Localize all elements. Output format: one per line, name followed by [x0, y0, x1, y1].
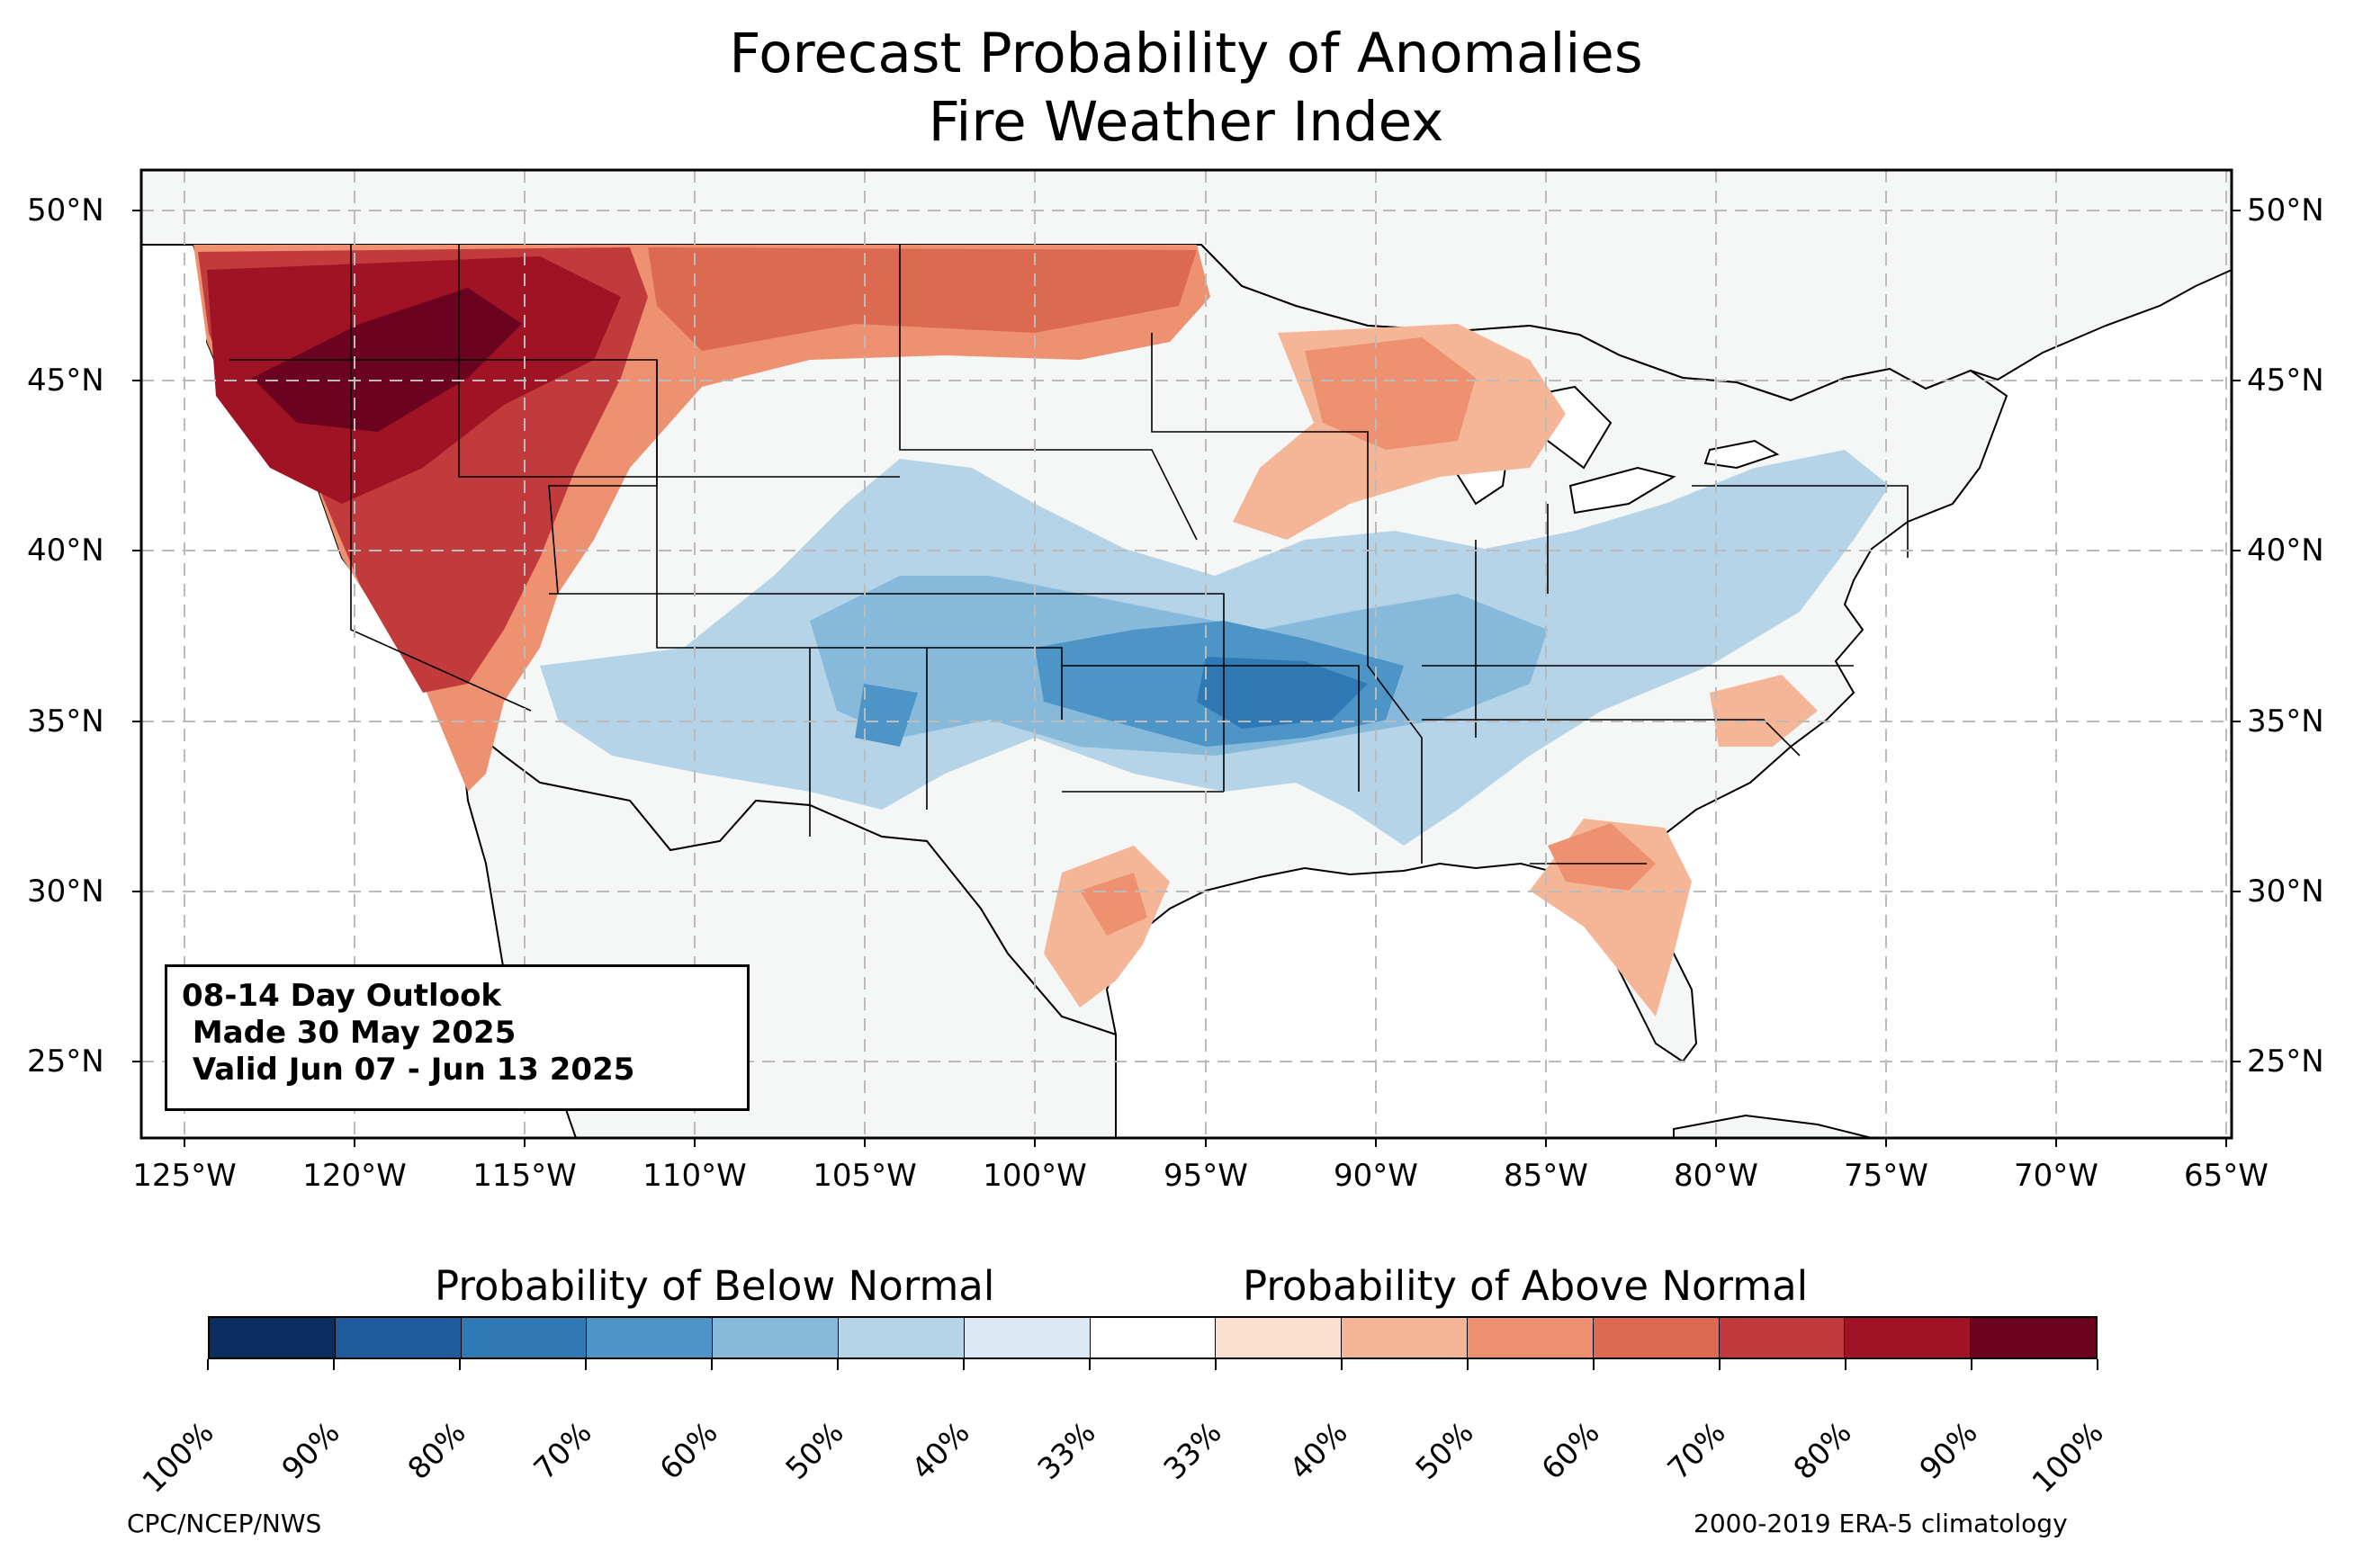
outlook-period: 08-14 Day Outlook: [182, 978, 502, 1014]
lat-label-right-40: 40°N: [2247, 533, 2324, 569]
lon-label-105: 105°W: [813, 1158, 917, 1194]
lon-label-65: 65°W: [2184, 1158, 2269, 1194]
colorbar-tick: [1845, 1359, 1846, 1370]
colorbar-tick: [1719, 1359, 1721, 1370]
colorbar-tick: [1341, 1359, 1343, 1370]
colorbar-tick: [585, 1359, 587, 1370]
lon-label-80: 80°W: [1674, 1158, 1758, 1194]
title-line-1: Forecast Probability of Anomalies: [729, 22, 1643, 85]
lat-label-left-50: 50°N: [27, 193, 104, 228]
colorbar-segment: [1845, 1318, 1972, 1357]
lon-label-115: 115°W: [472, 1158, 577, 1194]
chart-title: Forecast Probability of Anomalies Fire W…: [0, 20, 2372, 157]
colorbar-tick: [1593, 1359, 1595, 1370]
lat-label-left-35: 35°N: [27, 703, 104, 739]
outlook-valid-dates: Valid Jun 07 - Jun 13 2025: [182, 1052, 635, 1088]
colorbar-segment: [1719, 1318, 1846, 1357]
colorbar-tick: [333, 1359, 335, 1370]
colorbar-tick: [1215, 1359, 1217, 1370]
colorbar-segment: [1342, 1318, 1468, 1357]
lat-label-right-35: 35°N: [2247, 703, 2324, 739]
colorbar-segment: [1467, 1318, 1594, 1357]
colorbar-segment: [1593, 1318, 1720, 1357]
colorbar-segment: [713, 1318, 839, 1357]
lon-label-70: 70°W: [2014, 1158, 2098, 1194]
colorbar-segment: [838, 1318, 965, 1357]
colorbar-segment: [335, 1318, 462, 1357]
lat-label-left-25: 25°N: [27, 1044, 104, 1080]
colorbar-tick: [837, 1359, 839, 1370]
colorbar-tick: [963, 1359, 965, 1370]
lon-label-95: 95°W: [1164, 1158, 1248, 1194]
credit-right: 2000-2019 ERA-5 climatology: [1694, 1509, 2068, 1538]
map-frame: [139, 168, 2233, 1140]
colorbar-segment: [210, 1318, 336, 1357]
lat-label-right-45: 45°N: [2247, 363, 2324, 399]
lon-label-120: 120°W: [302, 1158, 407, 1194]
lon-label-100: 100°W: [983, 1158, 1087, 1194]
outlook-info-box: 08-14 Day Outlook Made 30 May 2025 Valid…: [165, 964, 750, 1111]
colorbar-tick: [207, 1359, 209, 1370]
colorbar-segment: [1216, 1318, 1343, 1357]
lon-label-125: 125°W: [132, 1158, 237, 1194]
colorbar-tick: [1467, 1359, 1469, 1370]
state-borders: [229, 245, 1909, 865]
credit-left: CPC/NCEP/NWS: [127, 1509, 322, 1538]
probability-colorbar: [208, 1316, 2098, 1359]
colorbar-segment: [1090, 1318, 1217, 1357]
colorbar-tick: [1089, 1359, 1091, 1370]
lat-label-left-40: 40°N: [27, 533, 104, 569]
colorbar-segment: [587, 1318, 714, 1357]
lon-label-75: 75°W: [1844, 1158, 1928, 1194]
lat-label-left-30: 30°N: [27, 874, 104, 909]
map-gridlines: [141, 170, 2232, 1138]
colorbar-tick: [711, 1359, 713, 1370]
lon-label-90: 90°W: [1334, 1158, 1418, 1194]
colorbar-tick: [459, 1359, 461, 1370]
lat-label-right-50: 50°N: [2247, 193, 2324, 228]
colorbar-above-title: Probability of Above Normal: [1243, 1262, 1809, 1310]
title-line-2: Fire Weather Index: [928, 90, 1444, 154]
lat-label-left-45: 45°N: [27, 363, 104, 399]
lat-label-right-25: 25°N: [2247, 1044, 2324, 1080]
lat-label-right-30: 30°N: [2247, 874, 2324, 909]
colorbar-tick: [2097, 1359, 2098, 1370]
cuba-island: [1673, 1114, 1873, 1138]
colorbar-segment: [1971, 1318, 2096, 1357]
colorbar-segment: [461, 1318, 588, 1357]
colorbar-below-title: Probability of Below Normal: [435, 1262, 995, 1310]
colorbar-segment: [964, 1318, 1091, 1357]
lon-label-85: 85°W: [1504, 1158, 1588, 1194]
outlook-made-date: Made 30 May 2025: [182, 1015, 517, 1051]
lon-label-110: 110°W: [642, 1158, 747, 1194]
colorbar-tick: [1971, 1359, 1972, 1370]
axis-ticks: [132, 210, 2241, 1147]
